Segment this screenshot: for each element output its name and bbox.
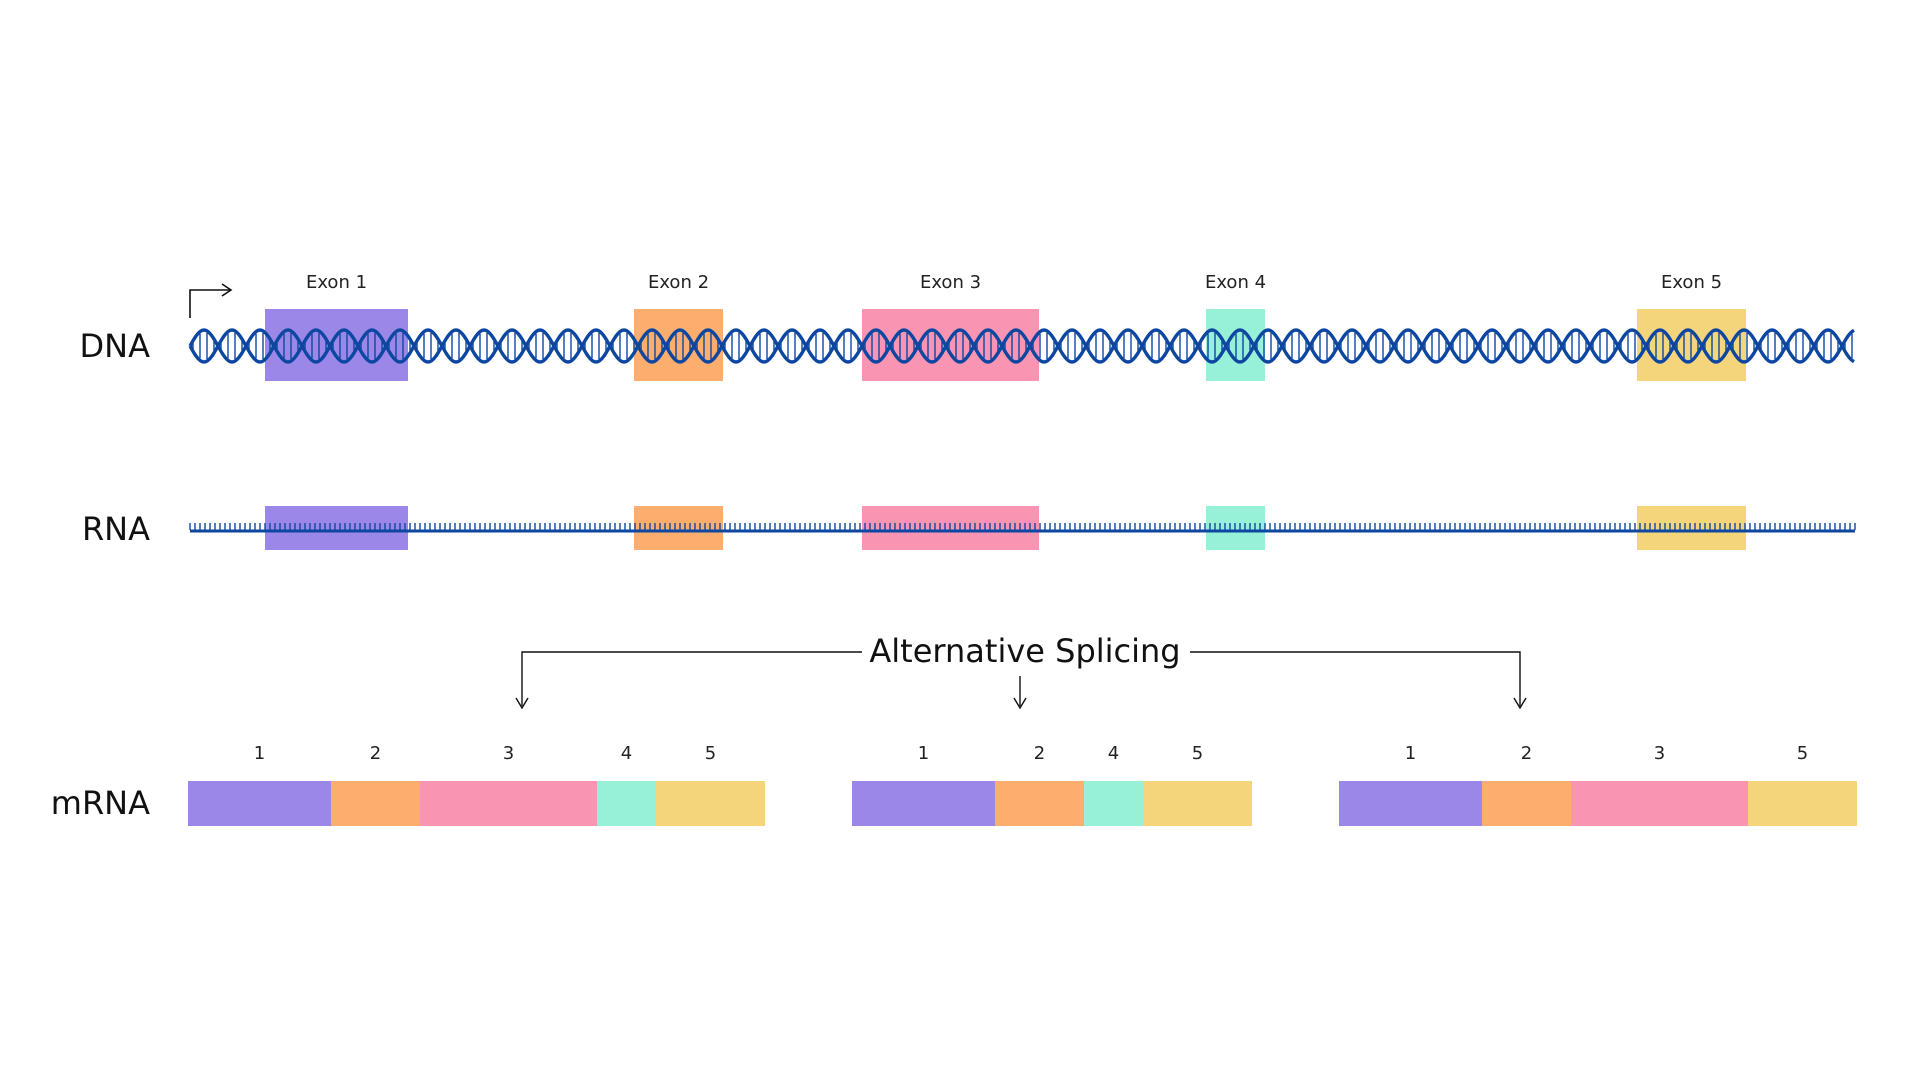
mrna-segment	[188, 781, 331, 826]
splicing-arrows	[515, 651, 1527, 710]
rna-bases	[189, 523, 1856, 530]
alternative-splicing-title: Alternative Splicing	[869, 632, 1180, 670]
mrna-segment-label: 3	[1654, 743, 1665, 764]
mrna-segment-label: 5	[1797, 743, 1808, 764]
rna-strand	[189, 523, 1856, 533]
mrna-segment-label: 2	[1521, 743, 1532, 764]
mrna-segment	[331, 781, 420, 826]
mrna-segment	[420, 781, 597, 826]
dna-strand-b	[188, 328, 1855, 364]
dna-exon-group: Exon 1 Exon 2 Exon 3 Exon 4 Exon 5	[265, 272, 1746, 381]
mrna-segment-label: 2	[370, 743, 381, 764]
mrna-row-label: mRNA	[51, 784, 150, 822]
mrna-segment-label: 5	[1192, 743, 1203, 764]
mrna-segment	[1339, 781, 1482, 826]
mrna-isoform-3: 1 2 3 5	[1339, 743, 1857, 826]
mrna-segment	[1482, 781, 1571, 826]
mrna-segment-label: 1	[254, 743, 265, 764]
dna-row-label: DNA	[80, 327, 151, 365]
rna-row-label: RNA	[82, 510, 150, 548]
arrow-left-icon	[515, 697, 529, 710]
rna-exon-1	[265, 506, 408, 550]
mrna-isoform-2: 1 2 4 5	[852, 743, 1252, 826]
dna-exon-2	[634, 309, 723, 381]
exon-label-3: Exon 3	[920, 272, 981, 293]
mrna-segment-label: 5	[705, 743, 716, 764]
rna-exon-2	[634, 506, 723, 550]
mrna-segment-label: 4	[621, 743, 632, 764]
mrna-segment	[1748, 781, 1857, 826]
mrna-segment-label: 4	[1108, 743, 1119, 764]
mrna-isoform-group: 1 2 3 4 5 1 2 4 5 1 2 3 5	[188, 743, 1857, 826]
mrna-segment	[1084, 781, 1143, 826]
mrna-segment	[852, 781, 995, 826]
exon-label-4: Exon 4	[1205, 272, 1266, 293]
exon-label-5: Exon 5	[1661, 272, 1722, 293]
arrow-middle-icon	[1013, 697, 1027, 710]
mrna-segment-label: 3	[503, 743, 514, 764]
mrna-segment	[656, 781, 765, 826]
mrna-isoform-1: 1 2 3 4 5	[188, 743, 765, 826]
mrna-segment-label: 1	[918, 743, 929, 764]
transcription-start-arrow-icon	[189, 283, 233, 318]
dna-double-helix	[188, 328, 1855, 364]
mrna-segment-label: 2	[1034, 743, 1045, 764]
dna-strand-a	[188, 328, 1855, 364]
arrow-right-icon	[1513, 697, 1527, 710]
mrna-segment-label: 1	[1405, 743, 1416, 764]
exon-label-1: Exon 1	[306, 272, 367, 293]
mrna-segment	[995, 781, 1084, 826]
dna-base-pairs	[192, 332, 1853, 360]
mrna-segment	[1143, 781, 1252, 826]
mrna-segment	[1571, 781, 1748, 826]
mrna-segment	[597, 781, 656, 826]
exon-label-2: Exon 2	[648, 272, 709, 293]
